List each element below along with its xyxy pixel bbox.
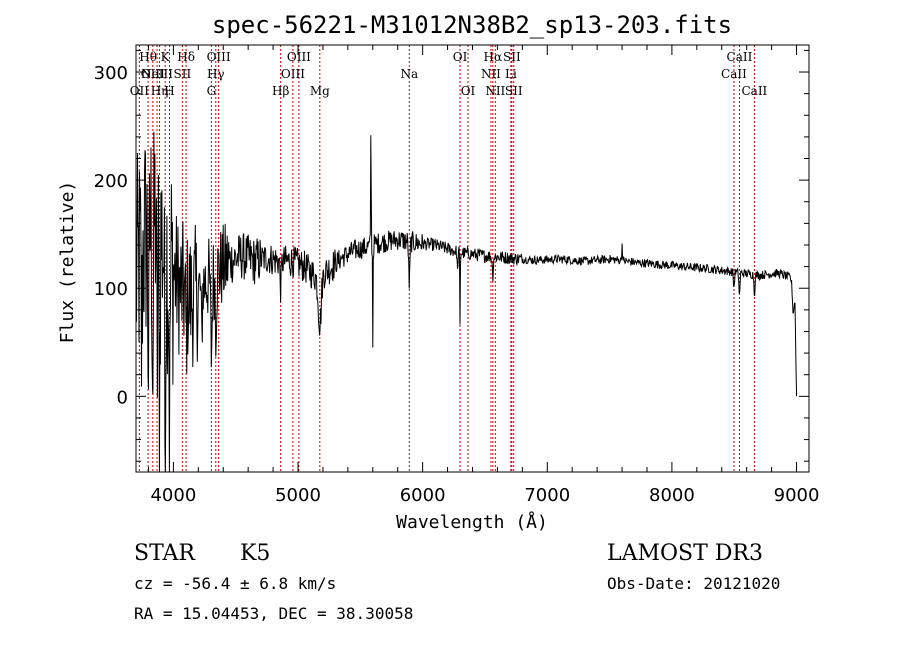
line-label: OIII [281,67,305,81]
line-label: Hα [484,50,503,64]
line-label: NII [481,67,501,81]
y-axis-label: Flux (relative) [57,181,78,344]
x-tick-label: 4000 [150,485,196,506]
line-label: SII [505,84,523,98]
line-label: NII [485,84,505,98]
line-label: OIII [287,50,311,64]
line-label: Mg [310,84,330,98]
x-tick-label: 7000 [524,485,570,506]
y-tick-label: 300 [94,63,128,84]
coordinates: RA = 15.04453, DEC = 38.30058 [134,604,413,623]
line-label: SII [174,67,192,81]
spectrum-line [135,131,797,473]
line-label: K [161,50,171,64]
spectrum-series [135,131,797,473]
line-label: OIII [141,67,165,81]
y-tick-label: 0 [117,387,128,408]
spectral-line-labels: OIIHθOIIINeIIIHηKHSIIHδGHγOIIIHβOIIIOIII… [130,50,768,98]
survey-name: LAMOST DR3 [607,541,763,566]
line-label: Hη [151,84,169,98]
y-axis-ticks: 0 100 200 300 [94,49,809,462]
line-label: NeIII [141,67,173,81]
line-label: Hβ [272,84,289,98]
x-tick-label: 9000 [774,485,820,506]
object-subclass: K5 [240,541,270,566]
line-label: OI [461,84,476,98]
x-tick-label: 8000 [649,485,695,506]
line-label: H [164,84,174,98]
redshift-readout: cz = -56.4 ± 6.8 km/s [134,574,336,593]
line-label: Hγ [207,67,225,81]
x-tick-label: 5000 [275,485,321,506]
chart-title: spec-56221-M31012N38B2_sp13-203.fits [212,11,732,39]
line-label: CaII [727,50,753,64]
x-axis-ticks: 4000 5000 6000 7000 8000 9000 [147,45,820,506]
object-class: STAR [134,541,196,566]
x-tick-label: 6000 [400,485,446,506]
line-label: Hθ [139,50,157,64]
line-label: Na [400,67,418,81]
line-label: CaII [721,67,747,81]
y-tick-label: 200 [94,171,128,192]
obs-date: Obs-Date: 20121020 [607,574,780,593]
line-label: OII [130,84,150,98]
y-tick-label: 100 [94,279,128,300]
line-label: OIII [207,50,231,64]
line-label: OI [453,50,468,64]
line-label: Hδ [177,50,195,64]
line-label: CaII [741,84,767,98]
line-label: Li [505,67,517,81]
line-label: G [207,84,217,98]
x-axis-label: Wavelength (Å) [396,511,548,533]
line-label: SII [503,50,521,64]
